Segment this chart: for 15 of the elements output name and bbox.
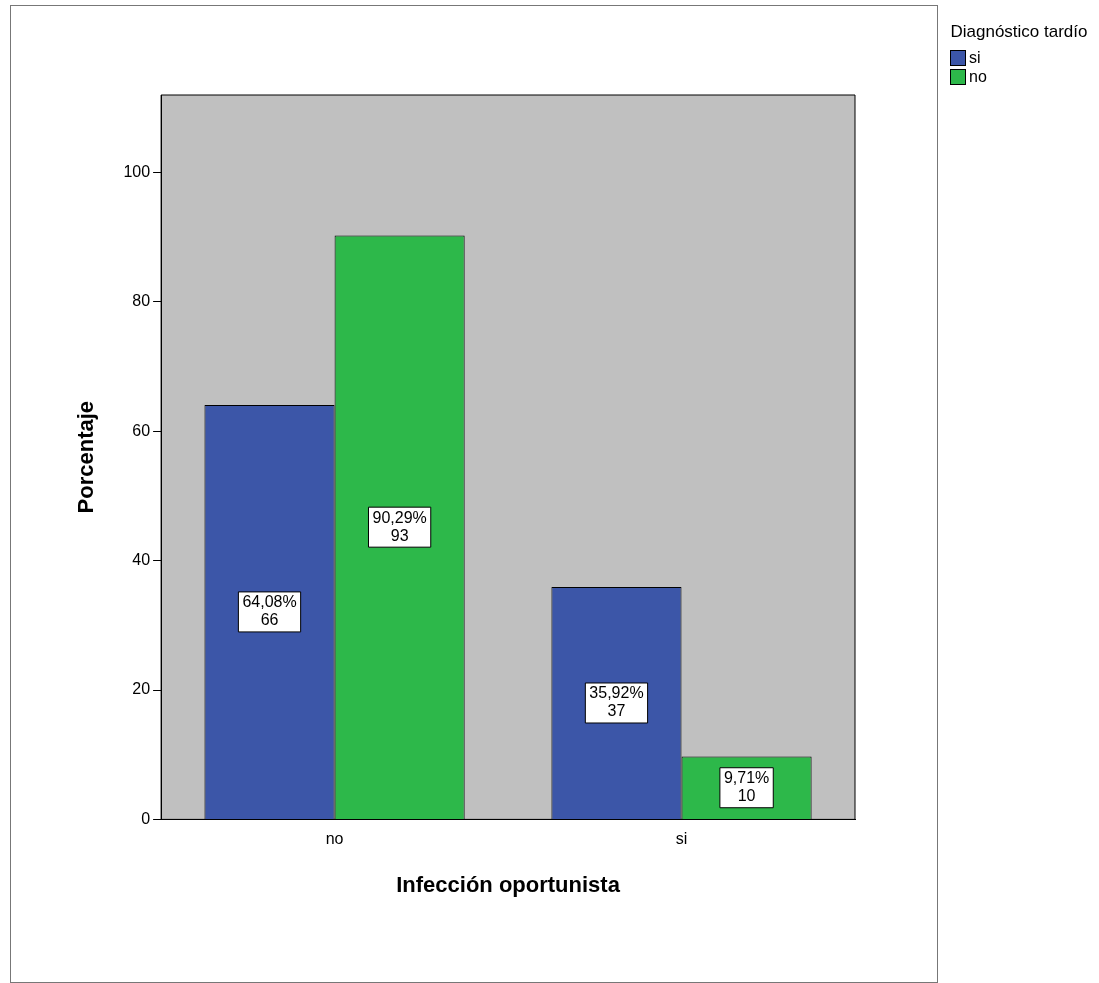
- y-axis-title: Porcentaje: [73, 400, 99, 514]
- data-label: 64,08% 66: [242, 593, 297, 629]
- x-axis-title: Infección oportunista: [396, 871, 621, 897]
- legend-label: no: [969, 67, 987, 86]
- data-label: 35,92% 37: [589, 684, 644, 720]
- data-label: 90,29% 93: [372, 508, 427, 544]
- y-tick-label: 40: [132, 551, 151, 569]
- y-tick-label: 100: [123, 163, 151, 181]
- y-tick-label: 60: [132, 421, 151, 439]
- legend-label: si: [969, 48, 981, 67]
- y-tick-label: 20: [132, 680, 151, 698]
- y-tick-label: 80: [132, 292, 151, 310]
- legend-title: Diagnóstico tardío: [949, 22, 1089, 42]
- y-tick-label: 0: [141, 809, 151, 827]
- data-label: 9,71% 10: [723, 769, 770, 805]
